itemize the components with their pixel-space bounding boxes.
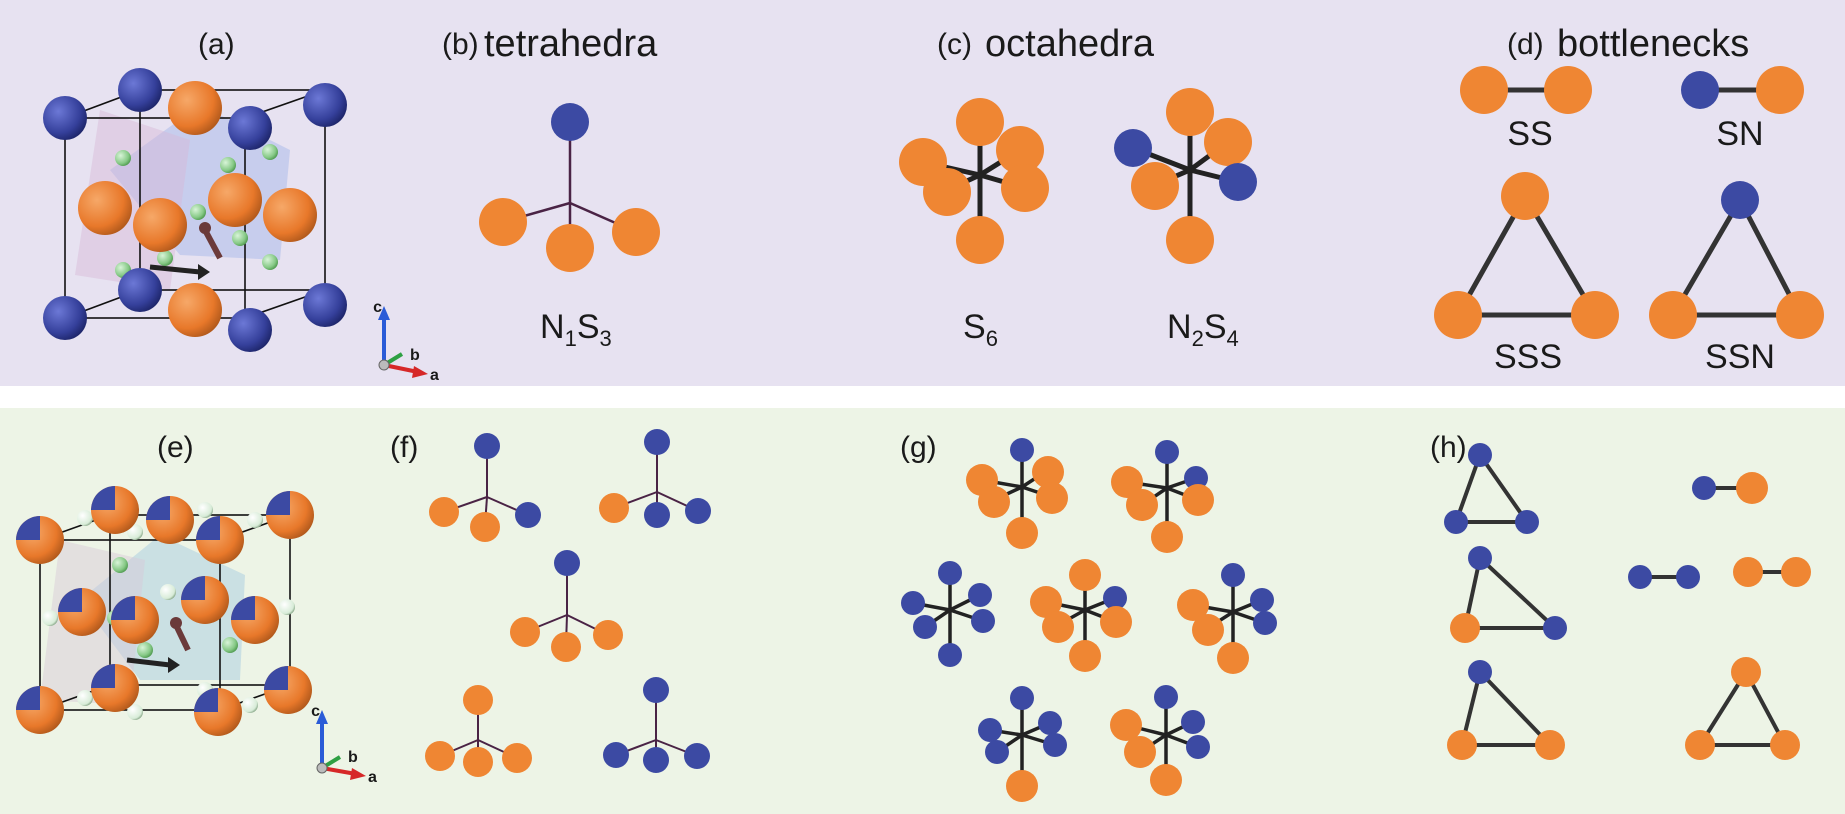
axis-label-a: a xyxy=(430,367,439,384)
orange-atom xyxy=(923,168,971,216)
panel-label-g: (g) xyxy=(900,431,937,464)
orange-atom xyxy=(470,512,500,542)
orange-atom xyxy=(1131,162,1179,210)
blue-atom xyxy=(644,429,670,455)
octahedron-variant xyxy=(1110,685,1210,796)
panel-title-octahedra: octahedra xyxy=(985,23,1155,65)
bottleneck-variant xyxy=(1450,546,1567,643)
bottleneck-variant xyxy=(1733,557,1811,587)
bottleneck-sss xyxy=(1434,172,1619,339)
orange-atom xyxy=(1166,88,1214,136)
blue-atom xyxy=(515,502,541,528)
blue-atom xyxy=(644,502,670,528)
orange-atom xyxy=(502,743,532,773)
crystal-cell-e xyxy=(16,486,314,736)
orange-atom xyxy=(956,98,1004,146)
octahedron-variant xyxy=(978,686,1067,802)
arrow-maroon xyxy=(202,228,223,260)
orange-atom xyxy=(1166,216,1214,264)
bottleneck-variant xyxy=(1685,657,1800,760)
orange-atom xyxy=(956,216,1004,264)
orange-atom xyxy=(1001,164,1049,212)
octahedron-variant xyxy=(1177,563,1277,674)
axes-triad-bottom: c b a xyxy=(311,703,377,786)
orange-atom xyxy=(429,497,459,527)
blue-atom xyxy=(643,677,669,703)
orange-atom xyxy=(593,620,623,650)
octahedron-variant xyxy=(966,438,1068,549)
green-atoms xyxy=(115,144,278,278)
panel-title-bottlenecks: bottlenecks xyxy=(1557,23,1749,65)
panel-title-tetrahedra: tetrahedra xyxy=(484,23,658,65)
orange-atom xyxy=(996,126,1044,174)
orange-atom xyxy=(1204,118,1252,166)
panel-label-e: (e) xyxy=(157,431,194,464)
bottleneck-variant xyxy=(1444,443,1539,534)
panel-label-a: (a) xyxy=(198,28,235,61)
orange-face-atoms xyxy=(78,81,317,337)
arrow-dark xyxy=(149,264,201,275)
bottleneck-variant xyxy=(1447,660,1565,760)
orange-atom xyxy=(546,224,594,272)
bottleneck-variant xyxy=(1692,472,1768,504)
octahedron-variant xyxy=(901,561,995,667)
axis-label-b: b xyxy=(348,749,358,766)
blue-atom xyxy=(643,747,669,773)
tetrahedron-n1s3 xyxy=(479,103,660,272)
formula-n1s3: N1S3 xyxy=(540,308,612,351)
crystal-cell-a xyxy=(43,68,347,352)
bottleneck-sn xyxy=(1681,66,1804,114)
panel-label-c: (c) xyxy=(937,28,972,61)
bottleneck-label-sn: SN xyxy=(1716,115,1763,153)
octahedron-variant xyxy=(1030,559,1132,672)
panel-label-f: (f) xyxy=(390,431,418,464)
bottleneck-ssn xyxy=(1649,181,1824,339)
orange-atom xyxy=(463,747,493,777)
octahedron-n2s4 xyxy=(1114,88,1257,264)
blue-atom xyxy=(603,742,629,768)
orange-atom xyxy=(479,198,527,246)
blue-atom xyxy=(1114,129,1152,167)
blue-corner-atoms xyxy=(43,68,347,352)
formula-s6: S6 xyxy=(963,308,998,351)
mixed-atoms xyxy=(16,486,314,736)
orange-atom xyxy=(551,632,581,662)
octahedron-s6 xyxy=(899,98,1049,264)
axis-label-a: a xyxy=(368,769,377,786)
axes-triad-top: c b a xyxy=(373,299,439,384)
panel-label-h: (h) xyxy=(1430,431,1467,464)
orange-atom xyxy=(463,685,493,715)
blue-atom xyxy=(1219,163,1257,201)
blue-atom xyxy=(551,103,589,141)
blue-atom xyxy=(684,743,710,769)
bottleneck-label-ss: SS xyxy=(1507,115,1552,153)
orange-atom xyxy=(425,741,455,771)
orange-atom xyxy=(599,493,629,523)
bottleneck-ss xyxy=(1460,66,1592,114)
axis-label-c: c xyxy=(311,703,320,720)
axis-label-b: b xyxy=(410,347,420,364)
blue-atom xyxy=(474,433,500,459)
blue-atom xyxy=(554,550,580,576)
bottleneck-variant xyxy=(1628,565,1700,589)
blue-atom xyxy=(685,498,711,524)
axis-label-c: c xyxy=(373,299,382,316)
bottleneck-label-ssn: SSN xyxy=(1705,338,1775,376)
panel-label-d: (d) xyxy=(1507,28,1544,61)
arrowhead xyxy=(198,264,210,280)
octahedron-variant xyxy=(1111,440,1214,553)
orange-atom xyxy=(612,208,660,256)
orange-atom xyxy=(510,617,540,647)
formula-n2s4: N2S4 xyxy=(1167,308,1239,351)
panel-label-b: (b) xyxy=(442,28,479,61)
bottleneck-label-sss: SSS xyxy=(1494,338,1562,376)
